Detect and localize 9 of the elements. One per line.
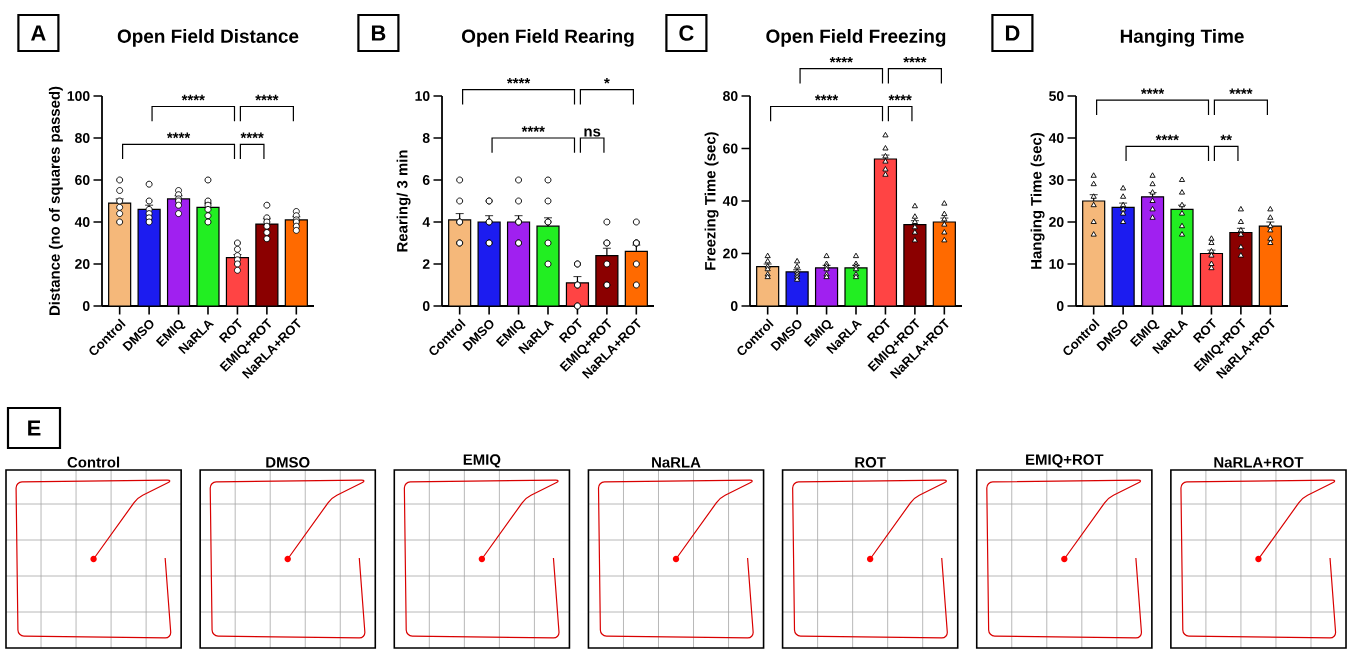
chart-title: Open Field Distance [117, 29, 299, 47]
chart-title: Open Field Rearing [462, 28, 634, 47]
chart-title: Hanging Time [1120, 28, 1244, 47]
text: C [679, 25, 694, 41]
chart-title: Open Field Freezing [766, 29, 946, 47]
text: D [1005, 25, 1020, 41]
text: E [28, 420, 41, 436]
text: A [31, 25, 46, 41]
text: B [371, 25, 386, 41]
